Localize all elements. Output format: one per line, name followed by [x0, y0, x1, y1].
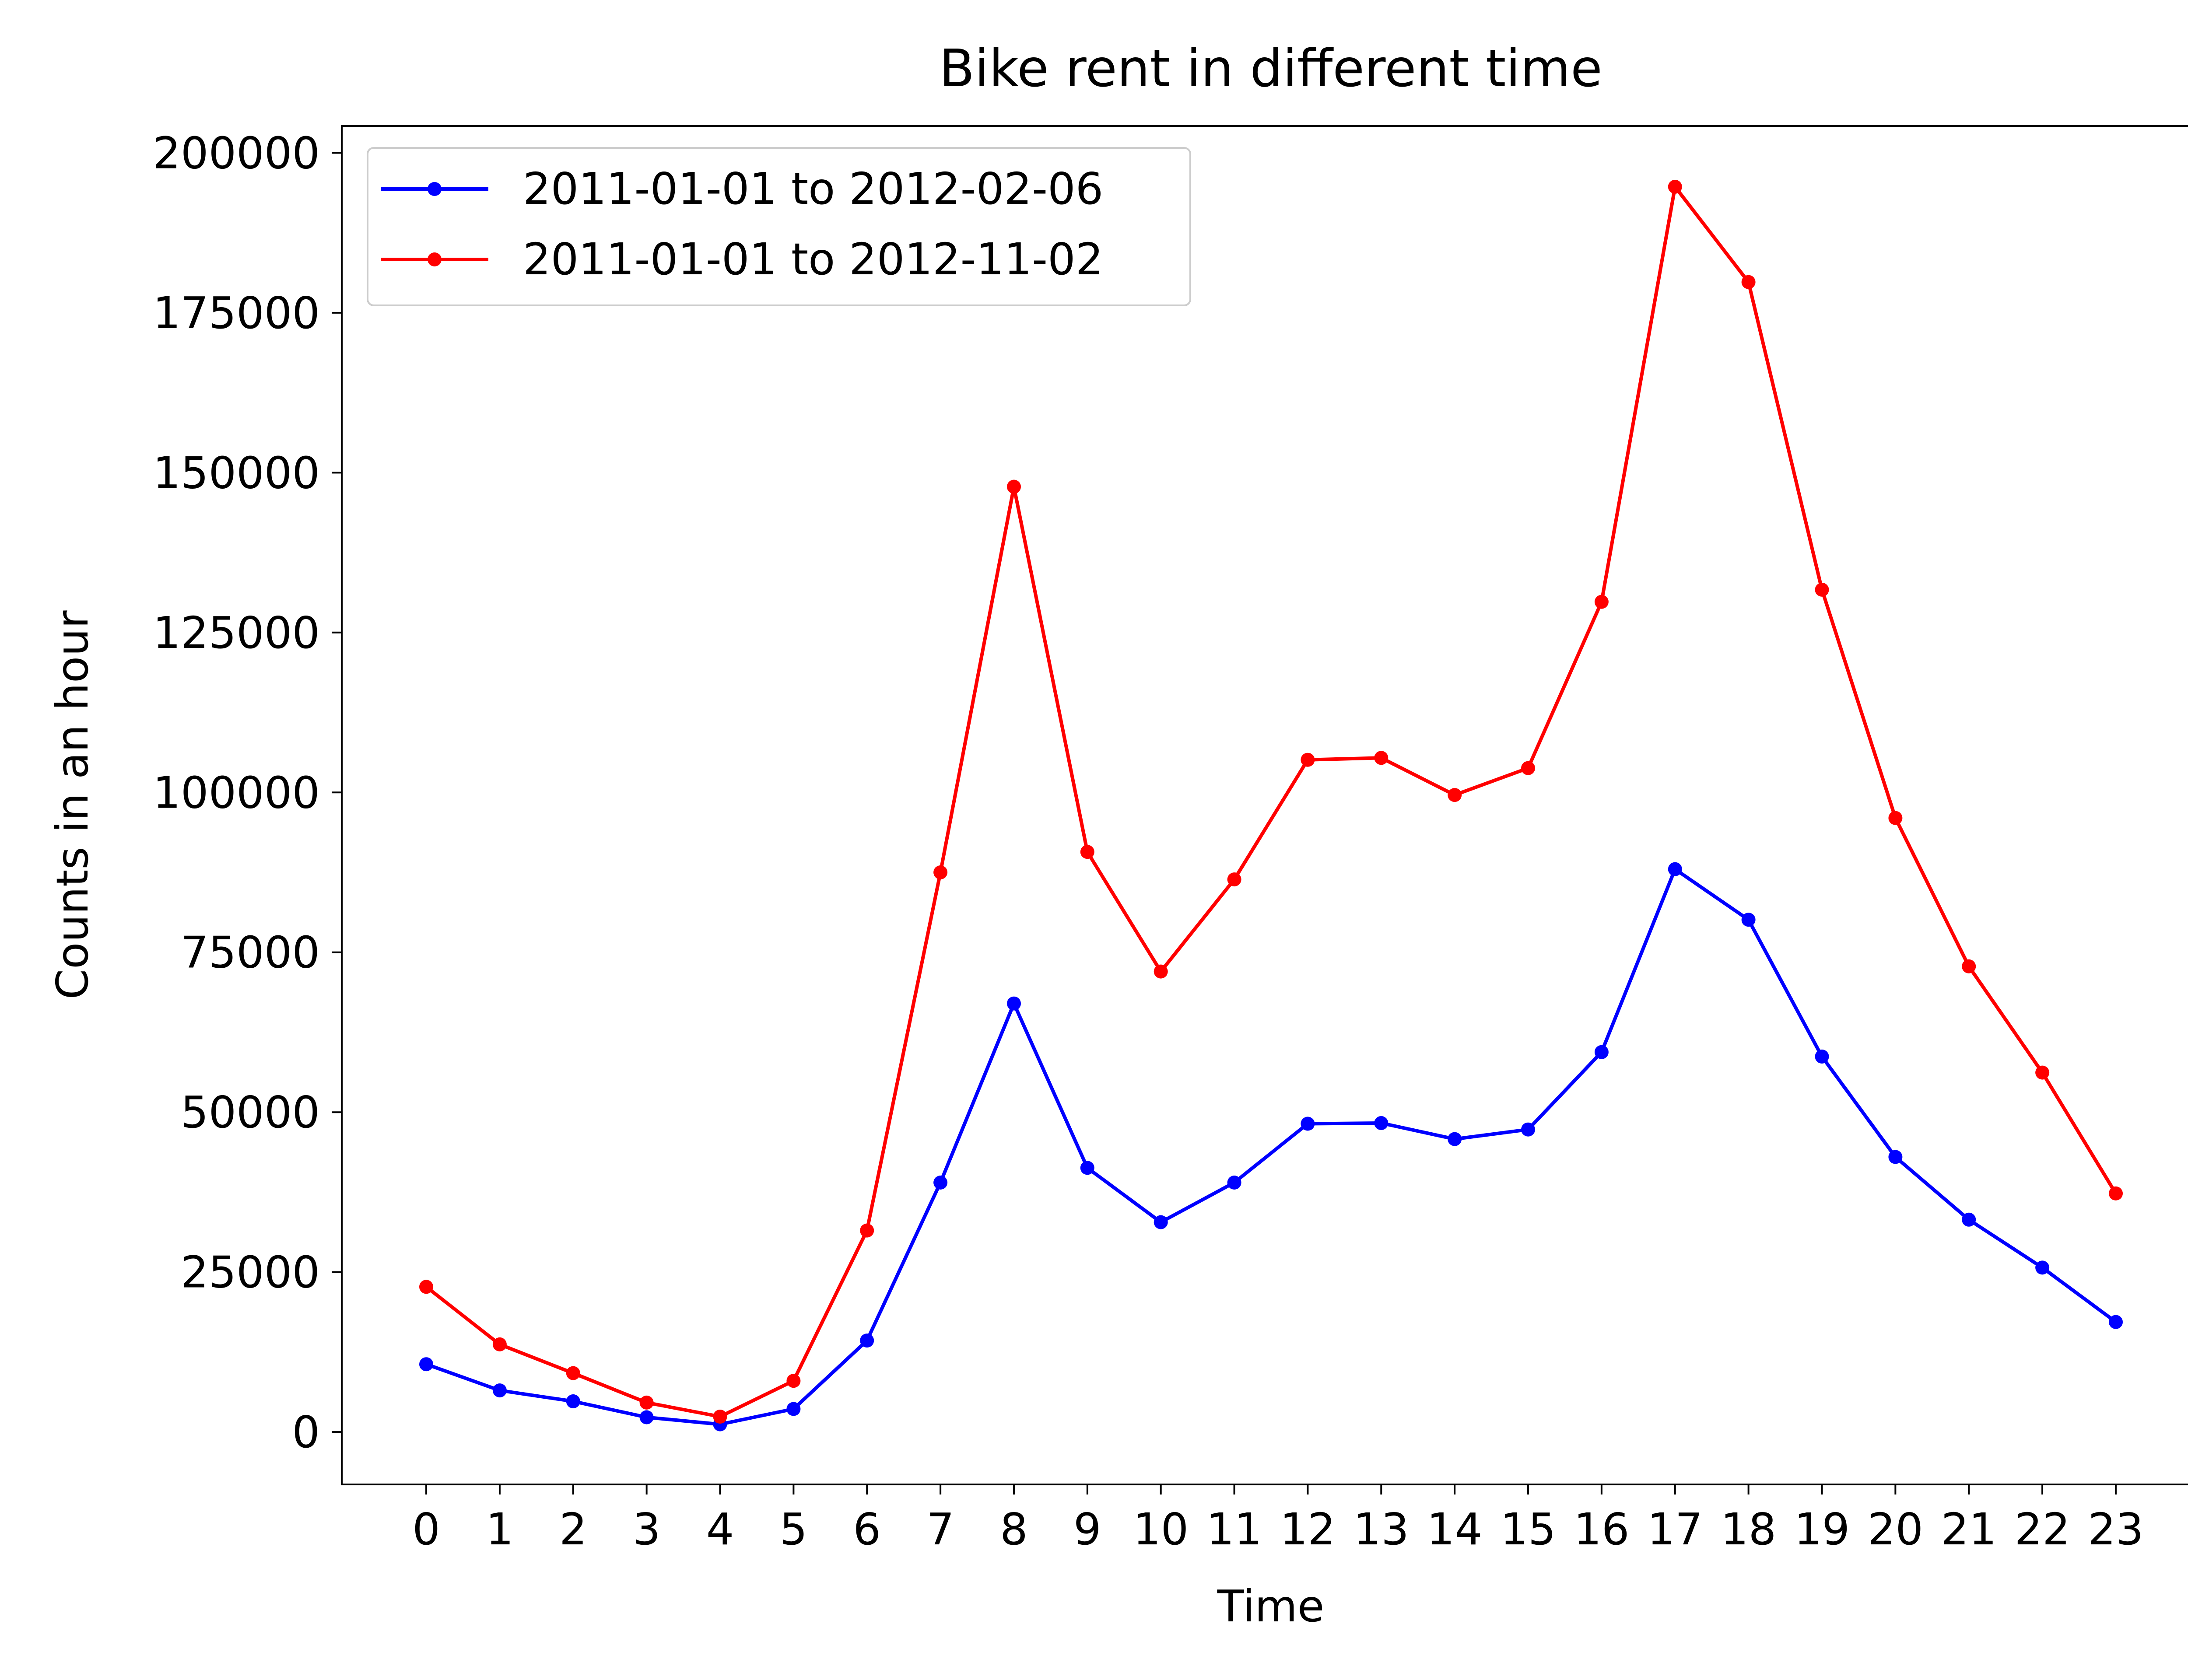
data-point [1227, 872, 1241, 887]
x-tick-label: 13 [1353, 1504, 1409, 1555]
data-point [1888, 811, 1903, 825]
data-point [1448, 788, 1462, 802]
data-point [1521, 761, 1535, 775]
series-line-2 [424, 185, 2118, 1418]
x-tick-label: 17 [1647, 1504, 1703, 1555]
data-point [1227, 1176, 1241, 1190]
data-point [492, 1383, 507, 1398]
data-point [1301, 752, 1315, 767]
data-point [1080, 845, 1094, 859]
axes-layer: 0 1 2 3 4 5 6 7 8 9 10 11 12 13 14 15 16 17 18 19 20 21 22 2302… [153, 127, 2143, 1555]
x-tick-label: 9 [1073, 1504, 1101, 1555]
data-point [1668, 179, 1682, 194]
data-point [2109, 1186, 2123, 1200]
x-tick-label: 4 [706, 1504, 734, 1555]
x-tick-label: 1 [486, 1504, 514, 1555]
data-point [1962, 959, 1976, 973]
x-tick-label: 2 [559, 1504, 587, 1555]
legend: 2011-01-01 to 2012-02-06 2011-01-01 to 2… [367, 147, 1191, 306]
series-line-1 [424, 867, 2118, 1426]
legend-label-series-2: 2011-01-01 to 2012-11-02 [523, 234, 1103, 285]
data-point [1448, 1132, 1462, 1146]
chart-title: Bike rent in different time [939, 38, 1602, 98]
data-point [786, 1402, 801, 1416]
data-point [1815, 1050, 1829, 1064]
plot-layer [419, 179, 2123, 1432]
x-tick-label: 15 [1500, 1504, 1556, 1555]
data-point [1888, 1150, 1903, 1164]
x-tick-label: 21 [1941, 1504, 1997, 1555]
data-point [1594, 1045, 1609, 1059]
legend-label-series-1: 2011-01-01 to 2012-02-06 [523, 163, 1103, 214]
data-point [1007, 480, 1021, 494]
y-tick-label: 125000 [153, 607, 320, 658]
data-point [933, 1176, 948, 1190]
data-point [1007, 996, 1021, 1011]
data-point [2035, 1065, 2050, 1080]
x-tick-label: 23 [2088, 1504, 2143, 1555]
x-tick-label: 19 [1794, 1504, 1850, 1555]
data-point [1080, 1161, 1094, 1175]
y-tick-label: 25000 [181, 1247, 320, 1298]
data-point [1154, 964, 1168, 979]
data-point [566, 1366, 580, 1380]
data-point [419, 1357, 433, 1372]
data-point [860, 1223, 874, 1238]
y-tick-label: 175000 [153, 287, 320, 339]
x-tick-label: 12 [1280, 1504, 1336, 1555]
x-tick-label: 22 [2014, 1504, 2070, 1555]
x-tick-label: 18 [1721, 1504, 1776, 1555]
plot-frame [341, 125, 2188, 1485]
series-2 [419, 179, 2123, 1424]
x-tick-label: 10 [1133, 1504, 1189, 1555]
data-point [2035, 1260, 2050, 1275]
y-tick-label: 150000 [153, 447, 320, 498]
x-tick-label: 3 [633, 1504, 661, 1555]
data-point [639, 1410, 654, 1424]
x-tick-label: 14 [1427, 1504, 1483, 1555]
x-tick-label: 6 [853, 1504, 881, 1555]
y-tick-label: 75000 [181, 927, 320, 978]
data-point [1374, 1116, 1389, 1130]
data-point [1521, 1122, 1535, 1137]
x-axis-label: Time [1217, 1581, 1325, 1632]
data-point [860, 1334, 874, 1348]
data-point [1301, 1116, 1315, 1131]
data-point [933, 865, 948, 879]
data-point [713, 1410, 727, 1424]
legend-marker-series-1 [428, 182, 442, 196]
x-tick-label: 20 [1868, 1504, 1923, 1555]
y-tick-label: 200000 [153, 127, 320, 178]
x-tick-label: 11 [1206, 1504, 1262, 1555]
data-point [786, 1374, 801, 1388]
legend-box [367, 147, 1191, 306]
x-tick-label: 16 [1574, 1504, 1629, 1555]
y-tick-label: 0 [292, 1407, 320, 1458]
data-point [419, 1280, 433, 1294]
x-tick-label: 8 [1000, 1504, 1028, 1555]
data-point [566, 1394, 580, 1408]
y-tick-label: 100000 [153, 767, 320, 818]
data-point [639, 1395, 654, 1410]
data-point [1815, 582, 1829, 597]
y-axis-label: Counts in an hour [47, 610, 98, 999]
data-point [1154, 1215, 1168, 1229]
x-tick-label: 5 [780, 1504, 808, 1555]
data-point [1594, 595, 1609, 609]
x-tick-label: 7 [926, 1504, 954, 1555]
data-point [2109, 1315, 2123, 1329]
legend-marker-series-2 [428, 252, 442, 266]
data-point [1741, 913, 1756, 927]
data-point [1741, 275, 1756, 289]
data-point [1374, 751, 1389, 765]
data-point [1962, 1212, 1976, 1227]
data-point [1668, 862, 1682, 876]
y-tick-label: 50000 [181, 1087, 320, 1138]
x-tick-label: 0 [412, 1504, 440, 1555]
data-point [492, 1337, 507, 1351]
